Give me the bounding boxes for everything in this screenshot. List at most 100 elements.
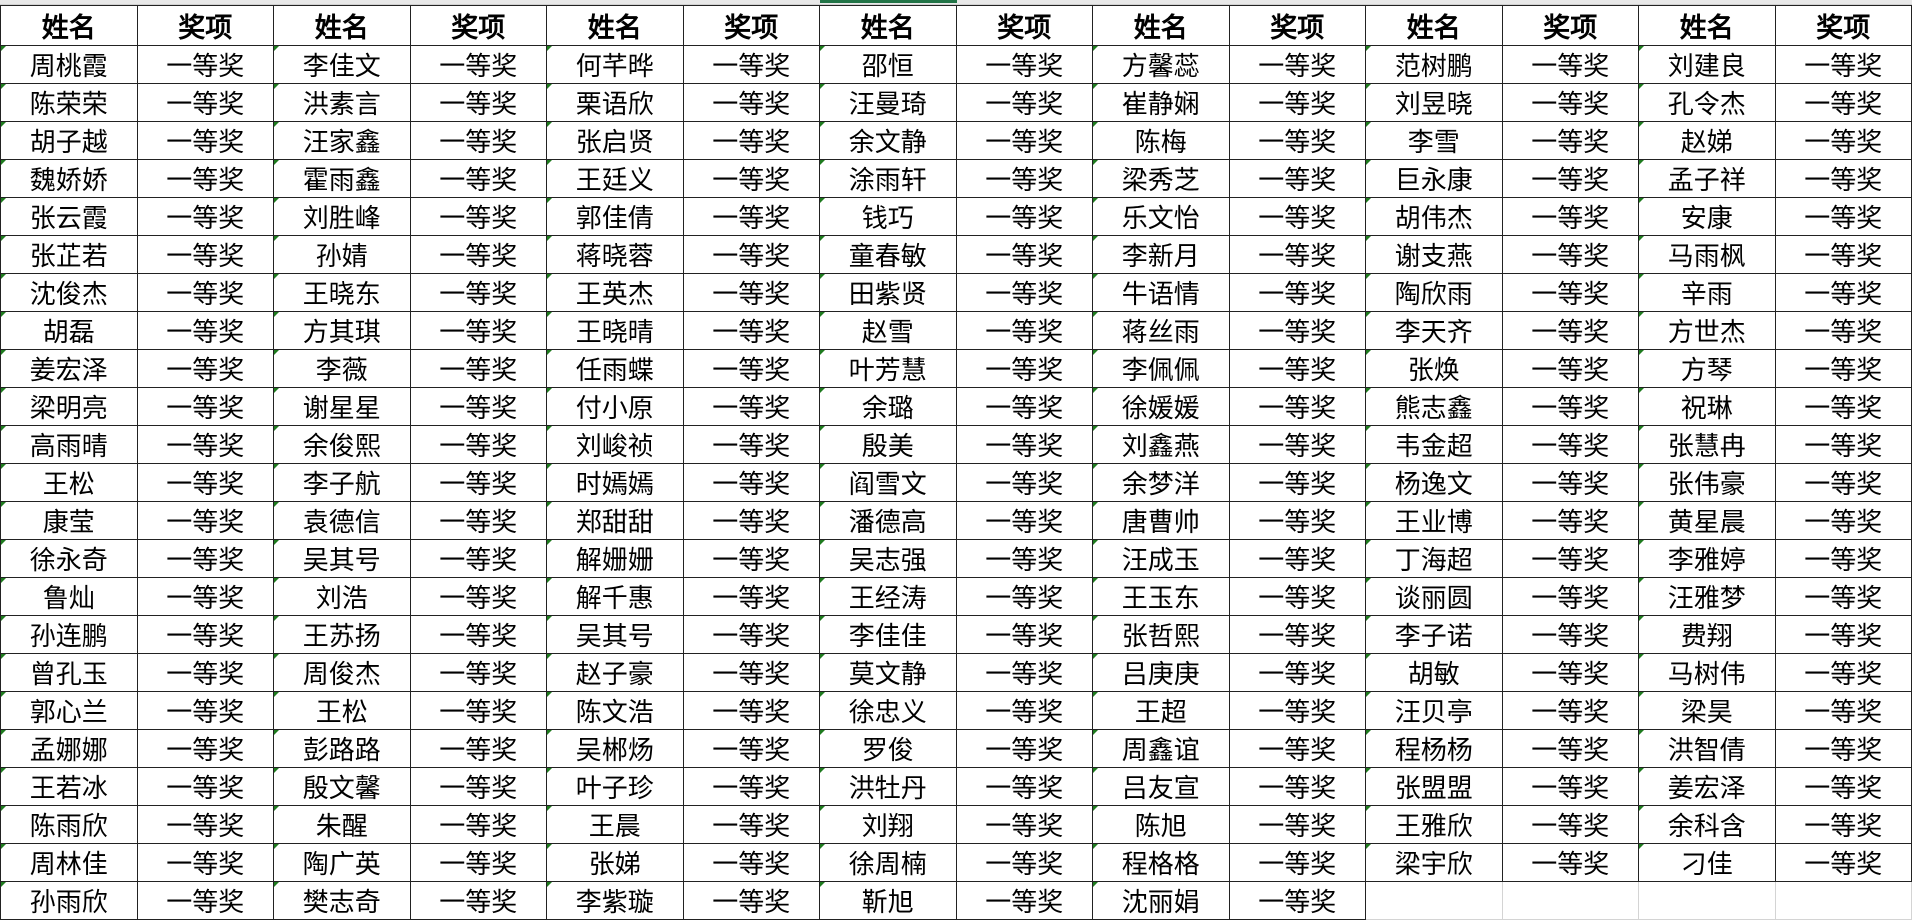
name-cell[interactable]: 魏娇娇 (0, 159, 138, 198)
award-cell[interactable]: 一等奖 (409, 311, 547, 350)
award-cell[interactable]: 一等奖 (955, 463, 1093, 502)
award-cell[interactable]: 一等奖 (682, 539, 820, 578)
name-cell[interactable]: 徐媛媛 (1092, 387, 1230, 426)
header-name[interactable]: 姓名 (1638, 5, 1776, 46)
award-cell[interactable]: 一等奖 (1774, 691, 1912, 730)
award-cell[interactable]: 一等奖 (136, 83, 274, 122)
award-cell[interactable]: 一等奖 (1501, 653, 1639, 692)
name-cell[interactable]: 刘昱晓 (1365, 83, 1503, 122)
name-cell[interactable]: 陈旭 (1092, 805, 1230, 844)
award-cell[interactable]: 一等奖 (136, 349, 274, 388)
award-cell[interactable]: 一等奖 (1228, 577, 1366, 616)
name-cell[interactable]: 洪牡丹 (819, 767, 957, 806)
name-cell[interactable]: 高雨晴 (0, 425, 138, 464)
award-cell[interactable]: 一等奖 (1501, 843, 1639, 882)
empty-cell[interactable] (1774, 881, 1912, 920)
award-cell[interactable]: 一等奖 (409, 197, 547, 236)
award-cell[interactable]: 一等奖 (682, 805, 820, 844)
name-cell[interactable]: 李雅婷 (1638, 539, 1776, 578)
award-cell[interactable]: 一等奖 (1228, 159, 1366, 198)
award-cell[interactable]: 一等奖 (1228, 273, 1366, 312)
name-cell[interactable]: 赵子豪 (546, 653, 684, 692)
name-cell[interactable]: 陈梅 (1092, 121, 1230, 160)
award-cell[interactable]: 一等奖 (1228, 121, 1366, 160)
award-cell[interactable]: 一等奖 (1774, 805, 1912, 844)
name-cell[interactable]: 郑甜甜 (546, 501, 684, 540)
name-cell[interactable]: 王松 (0, 463, 138, 502)
name-cell[interactable]: 刁佳 (1638, 843, 1776, 882)
header-award[interactable]: 奖项 (682, 5, 820, 46)
name-cell[interactable]: 朱醒 (273, 805, 411, 844)
name-cell[interactable]: 张盟盟 (1365, 767, 1503, 806)
award-cell[interactable]: 一等奖 (136, 577, 274, 616)
name-cell[interactable]: 祝琳 (1638, 387, 1776, 426)
name-cell[interactable]: 李子航 (273, 463, 411, 502)
award-cell[interactable]: 一等奖 (1501, 159, 1639, 198)
award-cell[interactable]: 一等奖 (682, 387, 820, 426)
name-cell[interactable]: 沈俊杰 (0, 273, 138, 312)
name-cell[interactable]: 王晨 (546, 805, 684, 844)
name-cell[interactable]: 胡伟杰 (1365, 197, 1503, 236)
award-cell[interactable]: 一等奖 (1228, 45, 1366, 84)
award-cell[interactable]: 一等奖 (955, 691, 1093, 730)
name-cell[interactable]: 莫文静 (819, 653, 957, 692)
name-cell[interactable]: 孟子祥 (1638, 159, 1776, 198)
award-cell[interactable]: 一等奖 (1501, 501, 1639, 540)
name-cell[interactable]: 王雅欣 (1365, 805, 1503, 844)
name-cell[interactable]: 徐永奇 (0, 539, 138, 578)
award-cell[interactable]: 一等奖 (955, 881, 1093, 920)
award-cell[interactable]: 一等奖 (682, 273, 820, 312)
name-cell[interactable]: 鲁灿 (0, 577, 138, 616)
name-cell[interactable]: 梁昊 (1638, 691, 1776, 730)
award-cell[interactable]: 一等奖 (1228, 767, 1366, 806)
name-cell[interactable]: 李新月 (1092, 235, 1230, 274)
award-cell[interactable]: 一等奖 (955, 501, 1093, 540)
name-cell[interactable]: 李紫璇 (546, 881, 684, 920)
name-cell[interactable]: 孙连鹏 (0, 615, 138, 654)
award-cell[interactable]: 一等奖 (1774, 121, 1912, 160)
award-cell[interactable]: 一等奖 (409, 501, 547, 540)
award-cell[interactable]: 一等奖 (682, 311, 820, 350)
award-cell[interactable]: 一等奖 (1774, 311, 1912, 350)
name-cell[interactable]: 李薇 (273, 349, 411, 388)
name-cell[interactable]: 刘峻祯 (546, 425, 684, 464)
name-cell[interactable]: 任雨蝶 (546, 349, 684, 388)
award-cell[interactable]: 一等奖 (409, 577, 547, 616)
award-cell[interactable]: 一等奖 (682, 425, 820, 464)
award-cell[interactable]: 一等奖 (1228, 501, 1366, 540)
name-cell[interactable]: 丁海超 (1365, 539, 1503, 578)
award-cell[interactable]: 一等奖 (136, 45, 274, 84)
award-cell[interactable]: 一等奖 (1774, 235, 1912, 274)
name-cell[interactable]: 付小原 (546, 387, 684, 426)
award-cell[interactable]: 一等奖 (1228, 615, 1366, 654)
award-cell[interactable]: 一等奖 (1774, 501, 1912, 540)
award-cell[interactable]: 一等奖 (1228, 653, 1366, 692)
name-cell[interactable]: 孙婧 (273, 235, 411, 274)
header-award[interactable]: 奖项 (955, 5, 1093, 46)
award-cell[interactable]: 一等奖 (1228, 691, 1366, 730)
name-cell[interactable]: 张伟豪 (1638, 463, 1776, 502)
header-award[interactable]: 奖项 (1228, 5, 1366, 46)
header-award[interactable]: 奖项 (1501, 5, 1639, 46)
name-cell[interactable]: 王廷义 (546, 159, 684, 198)
award-cell[interactable]: 一等奖 (136, 425, 274, 464)
award-cell[interactable]: 一等奖 (136, 121, 274, 160)
award-cell[interactable]: 一等奖 (955, 805, 1093, 844)
award-cell[interactable]: 一等奖 (682, 463, 820, 502)
name-cell[interactable]: 罗俊 (819, 729, 957, 768)
award-cell[interactable]: 一等奖 (409, 805, 547, 844)
name-cell[interactable]: 叶子珍 (546, 767, 684, 806)
award-cell[interactable]: 一等奖 (1501, 729, 1639, 768)
award-cell[interactable]: 一等奖 (409, 121, 547, 160)
name-cell[interactable]: 蒋晓蓉 (546, 235, 684, 274)
name-cell[interactable]: 张启贤 (546, 121, 684, 160)
name-cell[interactable]: 汪贝亭 (1365, 691, 1503, 730)
name-cell[interactable]: 王经涛 (819, 577, 957, 616)
name-cell[interactable]: 谈丽圆 (1365, 577, 1503, 616)
name-cell[interactable]: 梁明亮 (0, 387, 138, 426)
name-cell[interactable]: 赵雪 (819, 311, 957, 350)
name-cell[interactable]: 蒋丝雨 (1092, 311, 1230, 350)
name-cell[interactable]: 徐忠义 (819, 691, 957, 730)
name-cell[interactable]: 方其琪 (273, 311, 411, 350)
award-cell[interactable]: 一等奖 (136, 805, 274, 844)
